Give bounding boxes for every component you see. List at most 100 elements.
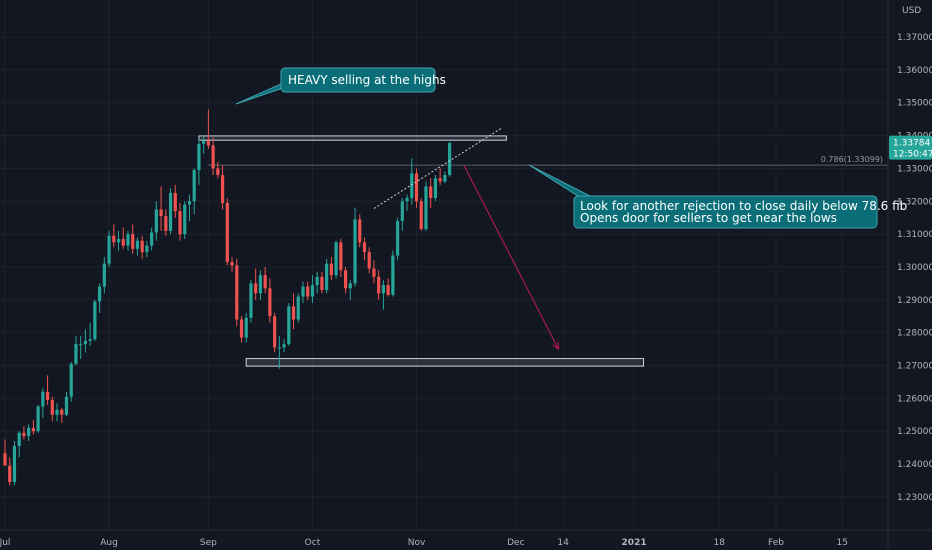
candle-body xyxy=(74,344,78,364)
candle-body xyxy=(287,306,291,345)
candle-body xyxy=(405,197,409,202)
candle-body xyxy=(329,263,333,276)
candle-body xyxy=(448,142,452,175)
candle-body xyxy=(159,209,163,217)
candle-body xyxy=(135,240,140,249)
candle-body xyxy=(187,201,192,205)
candle-body xyxy=(268,288,272,317)
candle-body xyxy=(98,286,102,302)
candle-body xyxy=(429,186,433,198)
candle-body xyxy=(12,445,17,483)
candle-body xyxy=(154,209,158,233)
candle-body xyxy=(88,339,92,341)
y-tick-label: 1.29000 xyxy=(897,296,932,306)
callout-box xyxy=(573,195,878,229)
y-tick-label: 1.25000 xyxy=(897,427,932,437)
candle-body xyxy=(410,173,414,198)
candle-body xyxy=(41,391,45,407)
candle-body xyxy=(64,396,69,415)
candle-body xyxy=(79,344,83,346)
x-tick-label: Dec xyxy=(507,538,524,548)
x-tick-label: 18 xyxy=(714,538,726,548)
candle-body xyxy=(353,219,357,284)
candle-body xyxy=(334,242,338,276)
candle-body xyxy=(400,201,404,221)
candle-body xyxy=(320,276,324,290)
candle-body xyxy=(258,275,263,294)
candle-body xyxy=(126,234,130,246)
candle-body xyxy=(343,270,348,289)
candle-body xyxy=(443,174,447,182)
callout-heavy-selling[interactable]: HEAVY selling at the highs xyxy=(235,67,446,105)
candle-body xyxy=(121,239,125,246)
x-tick-label: 14 xyxy=(557,538,569,548)
x-tick-label: Nov xyxy=(408,538,426,548)
candle-body xyxy=(249,283,253,318)
candle-body xyxy=(377,276,381,294)
time-axis[interactable]: Jul Aug Sep Oct Nov Dec 14 2021 18 Feb 15 xyxy=(0,529,932,548)
y-tick-label: 1.28000 xyxy=(897,329,932,339)
candle-body xyxy=(36,406,40,432)
candle-body xyxy=(296,296,300,320)
grid-lines xyxy=(0,0,888,530)
last-price-tag xyxy=(889,135,932,160)
candle-body xyxy=(381,285,385,294)
y-tick-label: 1.33000 xyxy=(897,164,932,174)
candle-body xyxy=(150,232,154,246)
candle-body xyxy=(291,306,296,320)
candle-body xyxy=(372,268,376,277)
candle-body xyxy=(178,211,182,235)
candle-body xyxy=(367,252,371,269)
y-tick-label: 1.24000 xyxy=(897,460,932,470)
callout-rejection-note[interactable]: Look for another rejection to close dail… xyxy=(528,164,907,229)
candle-body xyxy=(183,204,187,235)
candle-body xyxy=(263,275,267,289)
candle-body xyxy=(277,347,281,349)
candle-body xyxy=(60,409,64,415)
candle-body xyxy=(225,202,229,263)
candle-body xyxy=(93,301,97,340)
currency-label: USD xyxy=(902,6,921,16)
candle-body xyxy=(31,427,35,432)
candle-body xyxy=(391,255,395,295)
candle-body xyxy=(239,319,244,338)
candle-body xyxy=(69,363,73,397)
candle-body xyxy=(395,220,400,256)
candle-body xyxy=(230,262,234,266)
x-tick-label: Aug xyxy=(100,538,118,548)
candle-body xyxy=(173,193,177,212)
candle-body xyxy=(306,286,310,297)
candle-body xyxy=(131,234,135,249)
y-tick-label: 1.31000 xyxy=(897,230,932,240)
fib-layer: 0.786(1.33099) xyxy=(208,155,888,166)
candle-body xyxy=(3,453,7,466)
callout-box xyxy=(280,67,436,93)
candle-body xyxy=(386,285,390,295)
zone-resistance[interactable] xyxy=(198,135,507,141)
y-tick-label: 1.32000 xyxy=(897,197,932,207)
y-tick-label: 1.37000 xyxy=(897,33,932,43)
candle-body xyxy=(8,465,12,483)
zone-layer[interactable] xyxy=(198,135,645,367)
y-tick-label: 1.26000 xyxy=(897,394,932,404)
zone-support[interactable] xyxy=(245,358,645,367)
drawings[interactable] xyxy=(373,127,559,351)
projection-arrow-line[interactable] xyxy=(463,164,559,350)
y-tick-label: 1.27000 xyxy=(897,361,932,371)
candle-body xyxy=(244,317,248,338)
callout-line-2: Opens door for sellers to get near the l… xyxy=(580,211,837,225)
x-tick-label: Jul xyxy=(0,538,10,548)
candle-body xyxy=(17,432,21,446)
trendline[interactable] xyxy=(373,127,502,209)
candle-body xyxy=(235,265,239,320)
candle-body xyxy=(22,432,26,437)
candle-body xyxy=(325,263,329,290)
candle-body xyxy=(254,283,258,294)
callout-line-1: Look for another rejection to close dail… xyxy=(580,199,907,213)
projection-arrow-head xyxy=(552,342,559,351)
candle-body xyxy=(107,235,111,264)
y-tick-label: 1.30000 xyxy=(897,263,932,273)
callout-text: HEAVY selling at the highs xyxy=(288,73,446,87)
